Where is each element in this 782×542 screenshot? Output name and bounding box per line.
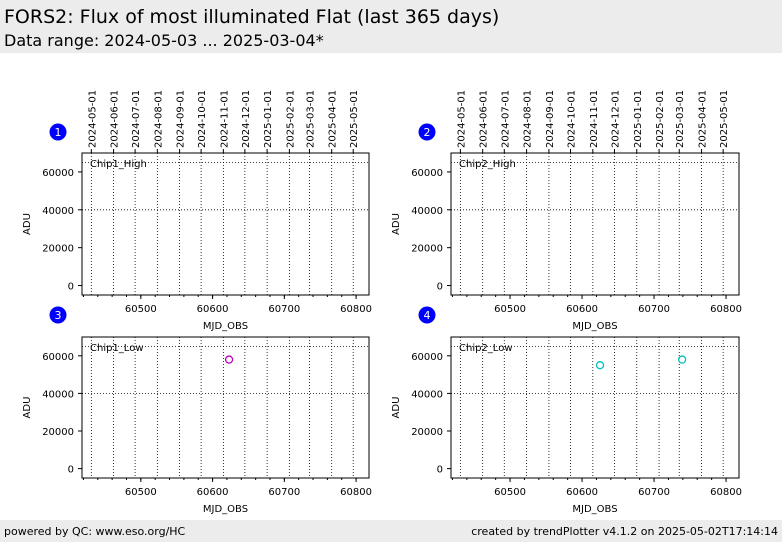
page-title: FORS2: Flux of most illuminated Flat (la… <box>4 6 500 28</box>
panel-4-y-tick-label: 20000 <box>411 427 443 438</box>
panel-1-y-tick-label: 20000 <box>42 244 74 255</box>
panel-2-badge-number: 2 <box>424 126 431 139</box>
header-bar: FORS2: Flux of most illuminated Flat (la… <box>0 0 782 53</box>
panel-1-y-axis-label: ADU <box>22 213 33 235</box>
panel-1-date-tick-label: 2024-11-01 <box>219 90 230 148</box>
panel-1-date-tick-label: 2025-03-01 <box>305 90 316 148</box>
panel-4-x-tick-label: 60500 <box>494 487 526 498</box>
panel-2-badge <box>418 123 436 141</box>
panel-1-date-tick-label: 2024-12-01 <box>241 90 252 148</box>
panel-2-date-tick-label: 2024-08-01 <box>523 90 534 148</box>
panel-2-y-tick-label: 60000 <box>411 168 443 179</box>
panel-3-x-tick-label: 60500 <box>125 487 157 498</box>
panel-3-x-axis-label: MJD_OBS <box>203 504 248 515</box>
panel-1-y-tick-label: 0 <box>68 282 74 293</box>
panel-2-chip-label: Chip2_High <box>459 159 516 170</box>
panel-2-y-tick-label: 0 <box>437 282 443 293</box>
footer-bar: powered by QC: www.eso.org/HC created by… <box>0 520 782 542</box>
panel-1-badge <box>49 123 67 141</box>
panel-2-date-tick-label: 2025-02-01 <box>655 90 666 148</box>
data-range-subtitle: Data range: 2024-05-03 ... 2025-03-04* <box>4 31 324 50</box>
panel-3-badge <box>49 306 67 324</box>
panel-4-data-point <box>677 355 687 364</box>
panel-1-x-tick-label: 60500 <box>125 304 157 315</box>
panel-2-date-tick-label: 2024-09-01 <box>545 90 556 148</box>
panel-4-x-tick-label: 60800 <box>710 487 742 498</box>
panel-2-x-tick-label: 60500 <box>494 304 526 315</box>
panel-3-y-tick-label: 60000 <box>42 352 74 363</box>
panel-1-plot-area <box>81 152 370 296</box>
panel-2-x-tick-label: 60700 <box>638 304 670 315</box>
panel-3-chip-label: Chip1_Low <box>90 343 144 354</box>
panel-2-x-tick-label: 60600 <box>566 304 598 315</box>
panel-2-y-tick-label: 20000 <box>411 244 443 255</box>
panel-4-data-point <box>595 361 605 370</box>
panel-4-y-tick-label: 0 <box>437 465 443 476</box>
panel-3-y-tick-label: 40000 <box>42 389 74 400</box>
panel-2-date-tick-label: 2025-03-01 <box>675 90 686 148</box>
panel-1-date-tick-label: 2024-06-01 <box>110 90 121 148</box>
panel-4-y-axis-label: ADU <box>391 397 402 419</box>
panel-4-y-tick-label: 40000 <box>411 389 443 400</box>
panel-1-date-tick-label: 2025-02-01 <box>285 90 296 148</box>
footer-powered-by: powered by QC: www.eso.org/HC <box>4 525 186 538</box>
panel-4-badge <box>418 306 436 324</box>
panel-1-x-axis-label: MJD_OBS <box>203 321 248 332</box>
panel-2-date-tick-label: 2025-05-01 <box>719 90 730 148</box>
panel-1-chip-label: Chip1_High <box>90 159 147 170</box>
panel-1-date-tick-label: 2024-07-01 <box>131 90 142 148</box>
panel-3-badge-number: 3 <box>55 309 62 322</box>
panel-2-y-tick-label: 40000 <box>411 206 443 217</box>
panel-1-date-tick-label: 2025-05-01 <box>349 90 360 148</box>
panel-1-y-tick-label: 40000 <box>42 206 74 217</box>
panel-2-plot-area <box>450 152 740 296</box>
panel-4-badge-number: 4 <box>424 309 431 322</box>
panel-2-y-axis-label: ADU <box>391 213 402 235</box>
panel-2-date-tick-label: 2024-07-01 <box>500 90 511 148</box>
panel-1-x-tick-label: 60800 <box>340 304 372 315</box>
panel-4-y-tick-label: 60000 <box>411 352 443 363</box>
footer-created-by: created by trendPlotter v4.1.2 on 2025-0… <box>471 525 778 538</box>
panel-3-x-tick-label: 60700 <box>268 487 300 498</box>
panel-3-y-tick-label: 20000 <box>42 427 74 438</box>
panel-3-y-tick-label: 0 <box>68 465 74 476</box>
panel-2-date-tick-label: 2024-06-01 <box>479 90 490 148</box>
panel-3-data-point <box>224 355 234 364</box>
panel-2-date-tick-label: 2024-05-01 <box>456 90 467 148</box>
panel-4-x-axis-label: MJD_OBS <box>572 504 617 515</box>
panel-1-badge-number: 1 <box>55 126 62 139</box>
panel-1-date-tick-label: 2024-10-01 <box>197 90 208 148</box>
panel-1-x-tick-label: 60700 <box>268 304 300 315</box>
panel-4-x-tick-label: 60700 <box>638 487 670 498</box>
panel-1-x-tick-label: 60600 <box>197 304 229 315</box>
panel-2-date-tick-label: 2024-11-01 <box>589 90 600 148</box>
panel-2-x-tick-label: 60800 <box>710 304 742 315</box>
panel-1-date-tick-label: 2025-04-01 <box>328 90 339 148</box>
panel-2-date-tick-label: 2025-04-01 <box>698 90 709 148</box>
panel-1-date-tick-label: 2024-08-01 <box>153 90 164 148</box>
panel-3-x-tick-label: 60800 <box>340 487 372 498</box>
panel-4-plot-area <box>450 336 740 479</box>
panel-1-date-tick-label: 2024-05-01 <box>87 90 98 148</box>
panel-3-x-tick-label: 60600 <box>197 487 229 498</box>
panel-4-chip-label: Chip2_Low <box>459 343 513 354</box>
panel-1-date-tick-label: 2025-01-01 <box>263 90 274 148</box>
panel-3-y-axis-label: ADU <box>22 397 33 419</box>
panel-4-x-tick-label: 60600 <box>566 487 598 498</box>
panel-2-date-tick-label: 2024-10-01 <box>567 90 578 148</box>
panel-2-date-tick-label: 2024-12-01 <box>610 90 621 148</box>
panel-1-date-tick-label: 2024-09-01 <box>176 90 187 148</box>
panel-2-x-axis-label: MJD_OBS <box>572 321 617 332</box>
panel-2-date-tick-label: 2025-01-01 <box>633 90 644 148</box>
panel-1-y-tick-label: 60000 <box>42 168 74 179</box>
